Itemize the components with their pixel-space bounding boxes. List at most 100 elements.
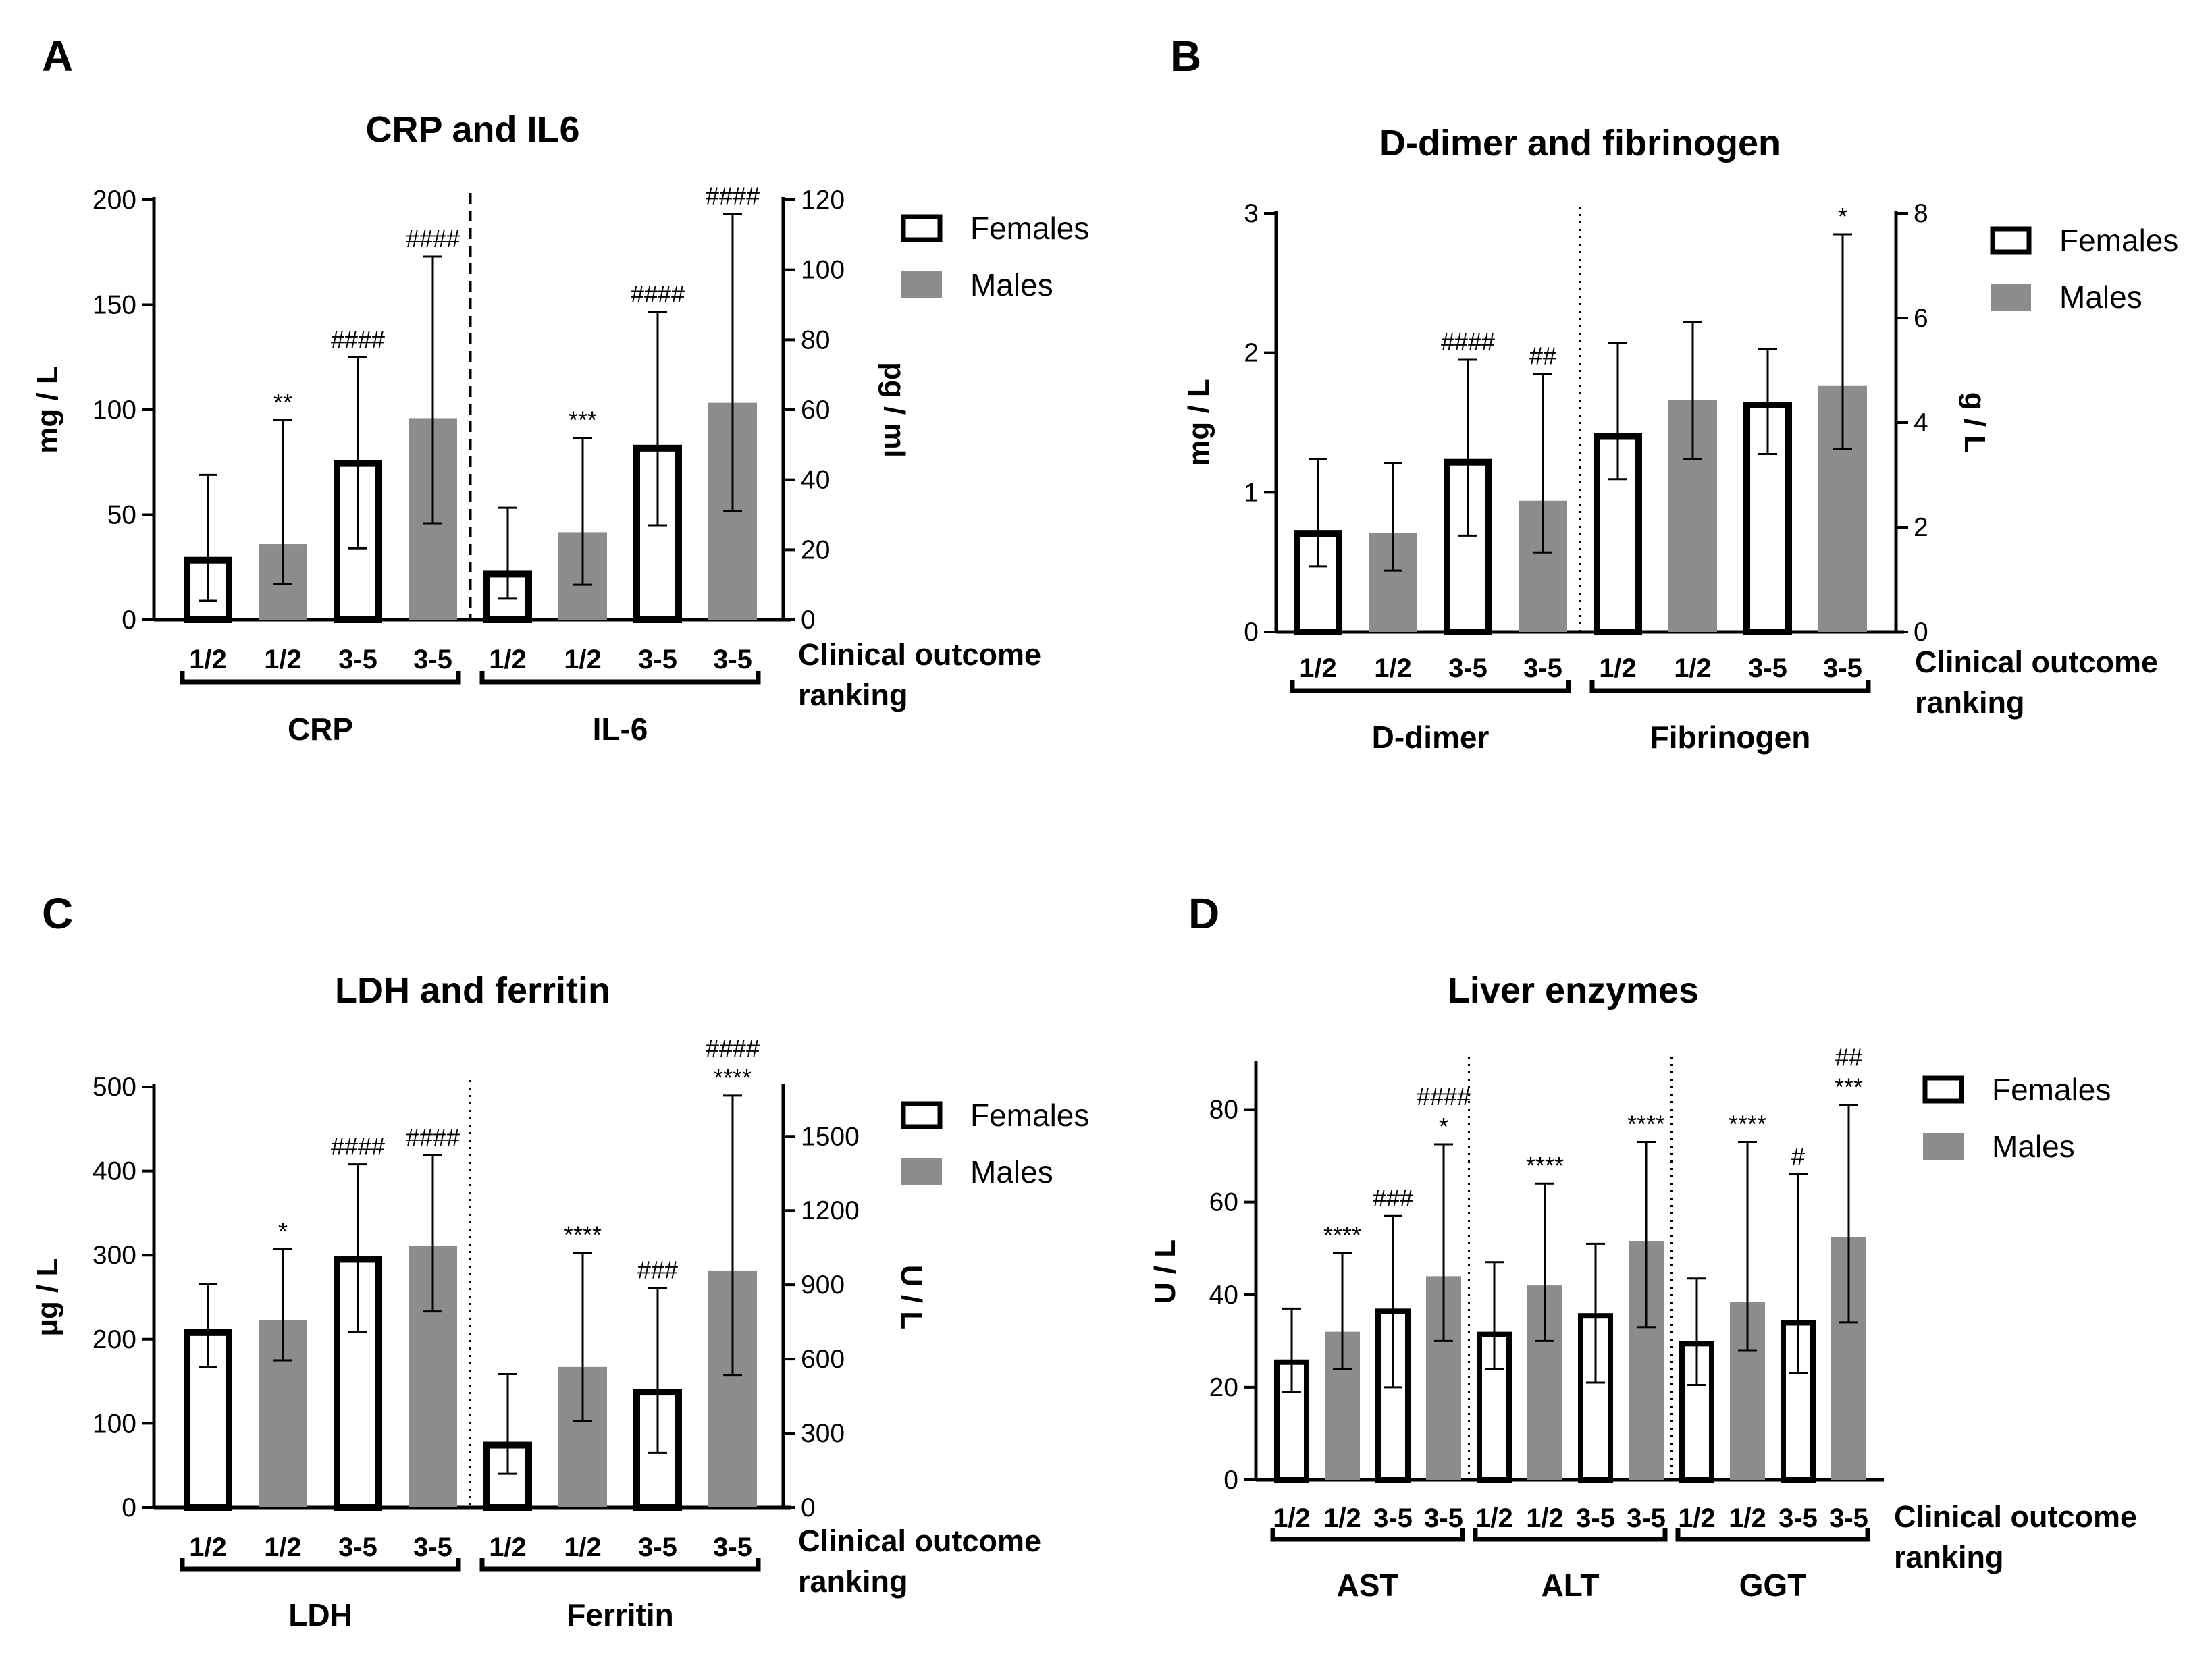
legend-swatch-males <box>1923 1133 1964 1160</box>
right-axis-label: g / L <box>1958 392 1991 453</box>
left-axis-label: µg / L <box>31 1258 64 1337</box>
category-label: 3-5 <box>338 645 377 674</box>
category-label: 3-5 <box>1627 1503 1666 1533</box>
legend-swatch-females <box>1990 226 2032 255</box>
outcome-label: ranking <box>798 678 908 712</box>
chart-title: CRP and IL6 <box>365 109 579 150</box>
left-axis-tick-label: 150 <box>93 291 136 320</box>
legend-label-females: Females <box>970 1098 1089 1133</box>
category-label: 3-5 <box>1748 653 1787 683</box>
significance-label: #### <box>406 225 460 252</box>
legend-swatch-females <box>1922 1075 1964 1104</box>
left-axis-tick-label: 400 <box>93 1157 136 1186</box>
panel-letter: B <box>1170 32 1201 80</box>
right-axis-tick-label: 2 <box>1914 513 1928 542</box>
group-label: D-dimer <box>1372 720 1490 755</box>
category-label: 3-5 <box>713 1532 752 1562</box>
category-label: 3-5 <box>1448 653 1487 683</box>
panel-letter: A <box>42 32 73 80</box>
category-label: 1/2 <box>1323 1503 1361 1533</box>
category-label: 3-5 <box>1576 1503 1615 1533</box>
category-label: 3-5 <box>338 1532 377 1562</box>
chart-title: LDH and ferritin <box>335 970 610 1011</box>
outcome-label: ranking <box>1915 685 2025 720</box>
group-bracket <box>1675 1528 1870 1542</box>
category-label: 1/2 <box>1475 1503 1513 1533</box>
category-label: 3-5 <box>1829 1503 1868 1533</box>
category-label: 1/2 <box>1374 653 1412 683</box>
significance-label: #### <box>331 1133 385 1160</box>
group-label: AST <box>1337 1568 1399 1603</box>
category-label: 1/2 <box>264 1532 302 1562</box>
category-label: 1/2 <box>1299 653 1337 683</box>
right-axis-tick-label: 40 <box>801 466 830 495</box>
left-axis-label: mg / L <box>31 366 64 454</box>
legend-swatch-males <box>1991 284 2031 311</box>
left-axis-tick-label: 40 <box>1209 1281 1238 1310</box>
significance-label: *** <box>569 406 597 433</box>
category-label: 1/2 <box>189 1532 227 1562</box>
left-axis-tick-label: 200 <box>93 1325 136 1354</box>
significance-label: **** <box>1323 1221 1361 1249</box>
left-axis-tick-label: 50 <box>107 501 136 530</box>
panel-a: A CRP and IL6 0 50 100 150 200 mg / L 0 20 40 60 80 1… <box>31 32 1089 747</box>
right-axis-tick-label: 1500 <box>801 1122 860 1151</box>
group-label: GGT <box>1739 1568 1807 1603</box>
outcome-label: Clinical outcome <box>798 637 1041 672</box>
left-axis-label: U / L <box>1149 1239 1182 1304</box>
significance-label: **** <box>1729 1111 1766 1138</box>
significance-label: #### <box>331 325 385 353</box>
legend-label-males: Males <box>1992 1129 2075 1164</box>
category-label: 1/2 <box>264 645 302 674</box>
group-bracket <box>1290 680 1571 693</box>
left-axis-tick-label: 60 <box>1209 1188 1238 1217</box>
left-axis-tick-label: 80 <box>1209 1096 1238 1125</box>
category-label: 1/2 <box>1678 1503 1716 1533</box>
left-axis-tick-label: 0 <box>1223 1466 1238 1495</box>
group-bracket <box>1473 1528 1668 1542</box>
panel-letter: C <box>42 889 73 938</box>
right-axis-tick-label: 6 <box>1914 304 1928 333</box>
legend-swatch-females <box>901 1101 943 1129</box>
group-label: CRP <box>288 712 353 747</box>
outcome-label: Clinical outcome <box>1894 1499 2137 1534</box>
significance-label: ## <box>1529 342 1556 370</box>
bar-d-dimer-females-1/2 <box>1294 530 1342 636</box>
category-label: 3-5 <box>1779 1503 1818 1533</box>
group-bracket <box>180 1558 461 1572</box>
significance-label: #### <box>406 1123 460 1151</box>
significance-label: **** <box>1526 1152 1564 1179</box>
group-bracket <box>479 1558 761 1572</box>
category-label: 3-5 <box>638 645 677 674</box>
group-label: Fibrinogen <box>1650 720 1811 755</box>
chart-title: D-dimer and fibrinogen <box>1379 123 1781 163</box>
left-axis-tick-label: 20 <box>1209 1373 1238 1402</box>
group-bracket <box>1270 1528 1465 1542</box>
right-axis-tick-label: 100 <box>801 256 845 285</box>
right-axis-tick-label: 120 <box>801 186 845 215</box>
significance-label: ### <box>1373 1184 1413 1212</box>
left-axis-tick-label: 100 <box>93 396 136 425</box>
significance-label: ## <box>1835 1044 1862 1071</box>
left-axis-tick-label: 200 <box>93 186 136 215</box>
legend-swatch-males <box>901 1158 942 1185</box>
right-axis-tick-label: 900 <box>801 1271 845 1300</box>
right-axis-tick-label: 60 <box>801 396 830 425</box>
panel-letter: D <box>1188 889 1219 938</box>
legend-swatch-males <box>901 271 942 298</box>
left-axis-tick-label: 100 <box>93 1409 136 1438</box>
group-label: Ferritin <box>567 1597 673 1632</box>
category-label: 3-5 <box>413 1532 452 1562</box>
significance-label: **** <box>564 1221 602 1249</box>
right-axis-tick-label: 0 <box>801 1493 816 1522</box>
legend-label-females: Females <box>2059 223 2178 258</box>
significance-label: * <box>278 1217 288 1245</box>
category-label: 1/2 <box>1674 653 1712 683</box>
significance-label: * <box>1838 203 1847 230</box>
category-label: 1/2 <box>189 645 227 674</box>
panel-b: B D-dimer and fibrinogen 0 1 2 3 mg / L 0 2 4 6 8 g … <box>1170 32 2178 755</box>
significance-label: #### <box>706 1034 760 1062</box>
group-label: ALT <box>1541 1568 1599 1603</box>
category-label: 1/2 <box>1599 653 1637 683</box>
